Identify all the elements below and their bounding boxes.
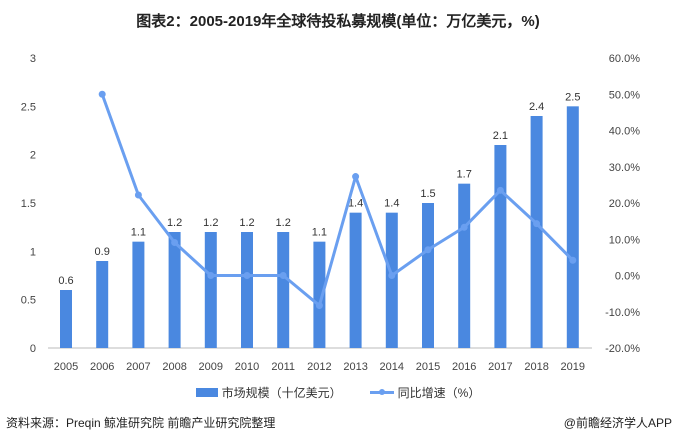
y-left-tick-label: 3	[30, 53, 36, 65]
y-right-tick-label: 20.0%	[609, 198, 640, 210]
legend-line-swatch	[369, 389, 394, 395]
legend-item-bar: 市场规模（十亿美元）	[195, 384, 342, 401]
x-tick-label: 2013	[343, 361, 367, 373]
y-left-tick-label: 0.5	[21, 295, 36, 307]
growth-point	[98, 90, 106, 98]
x-tick-label: 2014	[380, 361, 404, 373]
y-right-tick-label: 30.0%	[609, 162, 640, 174]
growth-point	[315, 302, 323, 310]
bar-data-label: 2.4	[529, 101, 544, 113]
x-tick-label: 2008	[162, 361, 186, 373]
growth-point	[569, 256, 577, 264]
credit-note: @前瞻经济学人APP	[563, 416, 672, 430]
growth-point	[279, 272, 287, 279]
x-tick-label: 2018	[524, 361, 548, 373]
bar	[204, 232, 217, 348]
y-left-tick-label: 0	[30, 343, 36, 355]
y-right-tick-label: -10.0%	[605, 307, 640, 319]
x-tick-label: 2005	[54, 361, 78, 373]
bar	[385, 212, 398, 348]
bar-data-label: 0.9	[95, 246, 110, 258]
chart-title: 图表2：2005-2019年全球待投私募规模(单位：万亿美元，%)	[136, 13, 540, 30]
x-tick-label: 2015	[416, 361, 440, 373]
growth-point	[533, 220, 541, 228]
y-left-tick-label: 2	[30, 150, 36, 162]
bar-data-label: 1.4	[348, 198, 363, 210]
legend: 市场规模（十亿美元） 同比增速（%）	[0, 384, 676, 401]
growth-point	[243, 272, 251, 279]
bar-data-label: 2.1	[493, 130, 508, 142]
x-tick-label: 2011	[271, 361, 295, 373]
bar-data-label: 1.1	[312, 227, 327, 239]
bar	[96, 261, 109, 348]
bar-data-label: 1.5	[420, 188, 435, 200]
bar	[60, 290, 72, 348]
x-tick-label: 2016	[452, 361, 476, 373]
y-right-tick-label: 60.0%	[609, 53, 640, 65]
bar-data-label: 1.1	[131, 227, 146, 239]
x-tick-label: 2006	[90, 361, 114, 373]
bar	[422, 203, 434, 348]
bar	[458, 183, 471, 348]
y-right-tick-label: -20.0%	[605, 343, 640, 355]
bar	[241, 232, 253, 348]
bar-data-label: 2.5	[565, 91, 580, 103]
x-tick-label: 2012	[307, 361, 331, 373]
x-tick-label: 2017	[488, 361, 512, 373]
source-note: 资料来源：Preqin 鲸准研究院 前瞻产业研究院整理	[6, 416, 276, 430]
y-right-tick-label: 10.0%	[609, 234, 640, 246]
bar	[530, 116, 543, 348]
bar-data-label: 1.2	[203, 217, 218, 229]
bar	[494, 145, 507, 348]
x-tick-label: 2007	[126, 361, 150, 373]
y-right-tick-label: 40.0%	[609, 126, 640, 138]
bar-data-label: 1.2	[239, 217, 254, 229]
y-left-tick-label: 1.5	[21, 198, 36, 210]
bar-data-label: 0.6	[58, 275, 73, 287]
y-right-tick-label: 0.0%	[615, 271, 640, 283]
bar-data-label: 1.4	[384, 198, 399, 210]
bar	[349, 212, 362, 348]
growth-line	[100, 93, 574, 308]
bar-data-label: 1.2	[276, 217, 291, 229]
bar-data-label: 1.2	[167, 217, 182, 229]
y-right-tick-label: 50.0%	[609, 89, 640, 101]
growth-point	[496, 186, 504, 194]
bar	[132, 241, 145, 348]
growth-point	[460, 223, 468, 231]
growth-point	[424, 246, 432, 254]
y-left-tick-label: 2.5	[21, 101, 36, 113]
bar-data-label: 1.7	[457, 169, 472, 181]
growth-point	[207, 272, 215, 279]
legend-item-line: 同比增速（%）	[369, 384, 481, 401]
legend-bar-label: 市场规模（十亿美元）	[221, 386, 342, 400]
bar	[277, 232, 290, 348]
bar	[168, 232, 181, 348]
x-tick-label: 2009	[199, 361, 223, 373]
growth-point	[388, 272, 396, 279]
x-tick-label: 2010	[235, 361, 259, 373]
y-left-tick-label: 1	[30, 246, 36, 258]
growth-point	[352, 173, 360, 181]
legend-bar-swatch	[195, 388, 218, 397]
x-tick-label: 2019	[561, 361, 585, 373]
growth-point	[171, 239, 179, 247]
growth-point	[134, 191, 142, 199]
bar	[566, 106, 579, 348]
bar	[313, 241, 326, 348]
legend-line-label: 同比增速（%）	[397, 386, 481, 400]
